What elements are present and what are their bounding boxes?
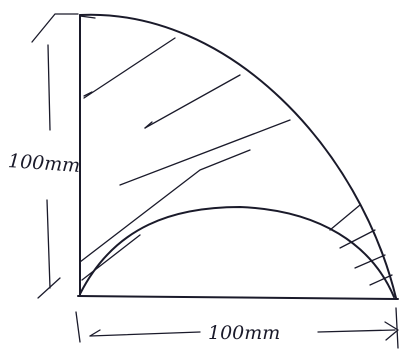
sketch: 100mm 100mm bbox=[0, 0, 407, 356]
width-label: 100mm bbox=[208, 322, 280, 344]
